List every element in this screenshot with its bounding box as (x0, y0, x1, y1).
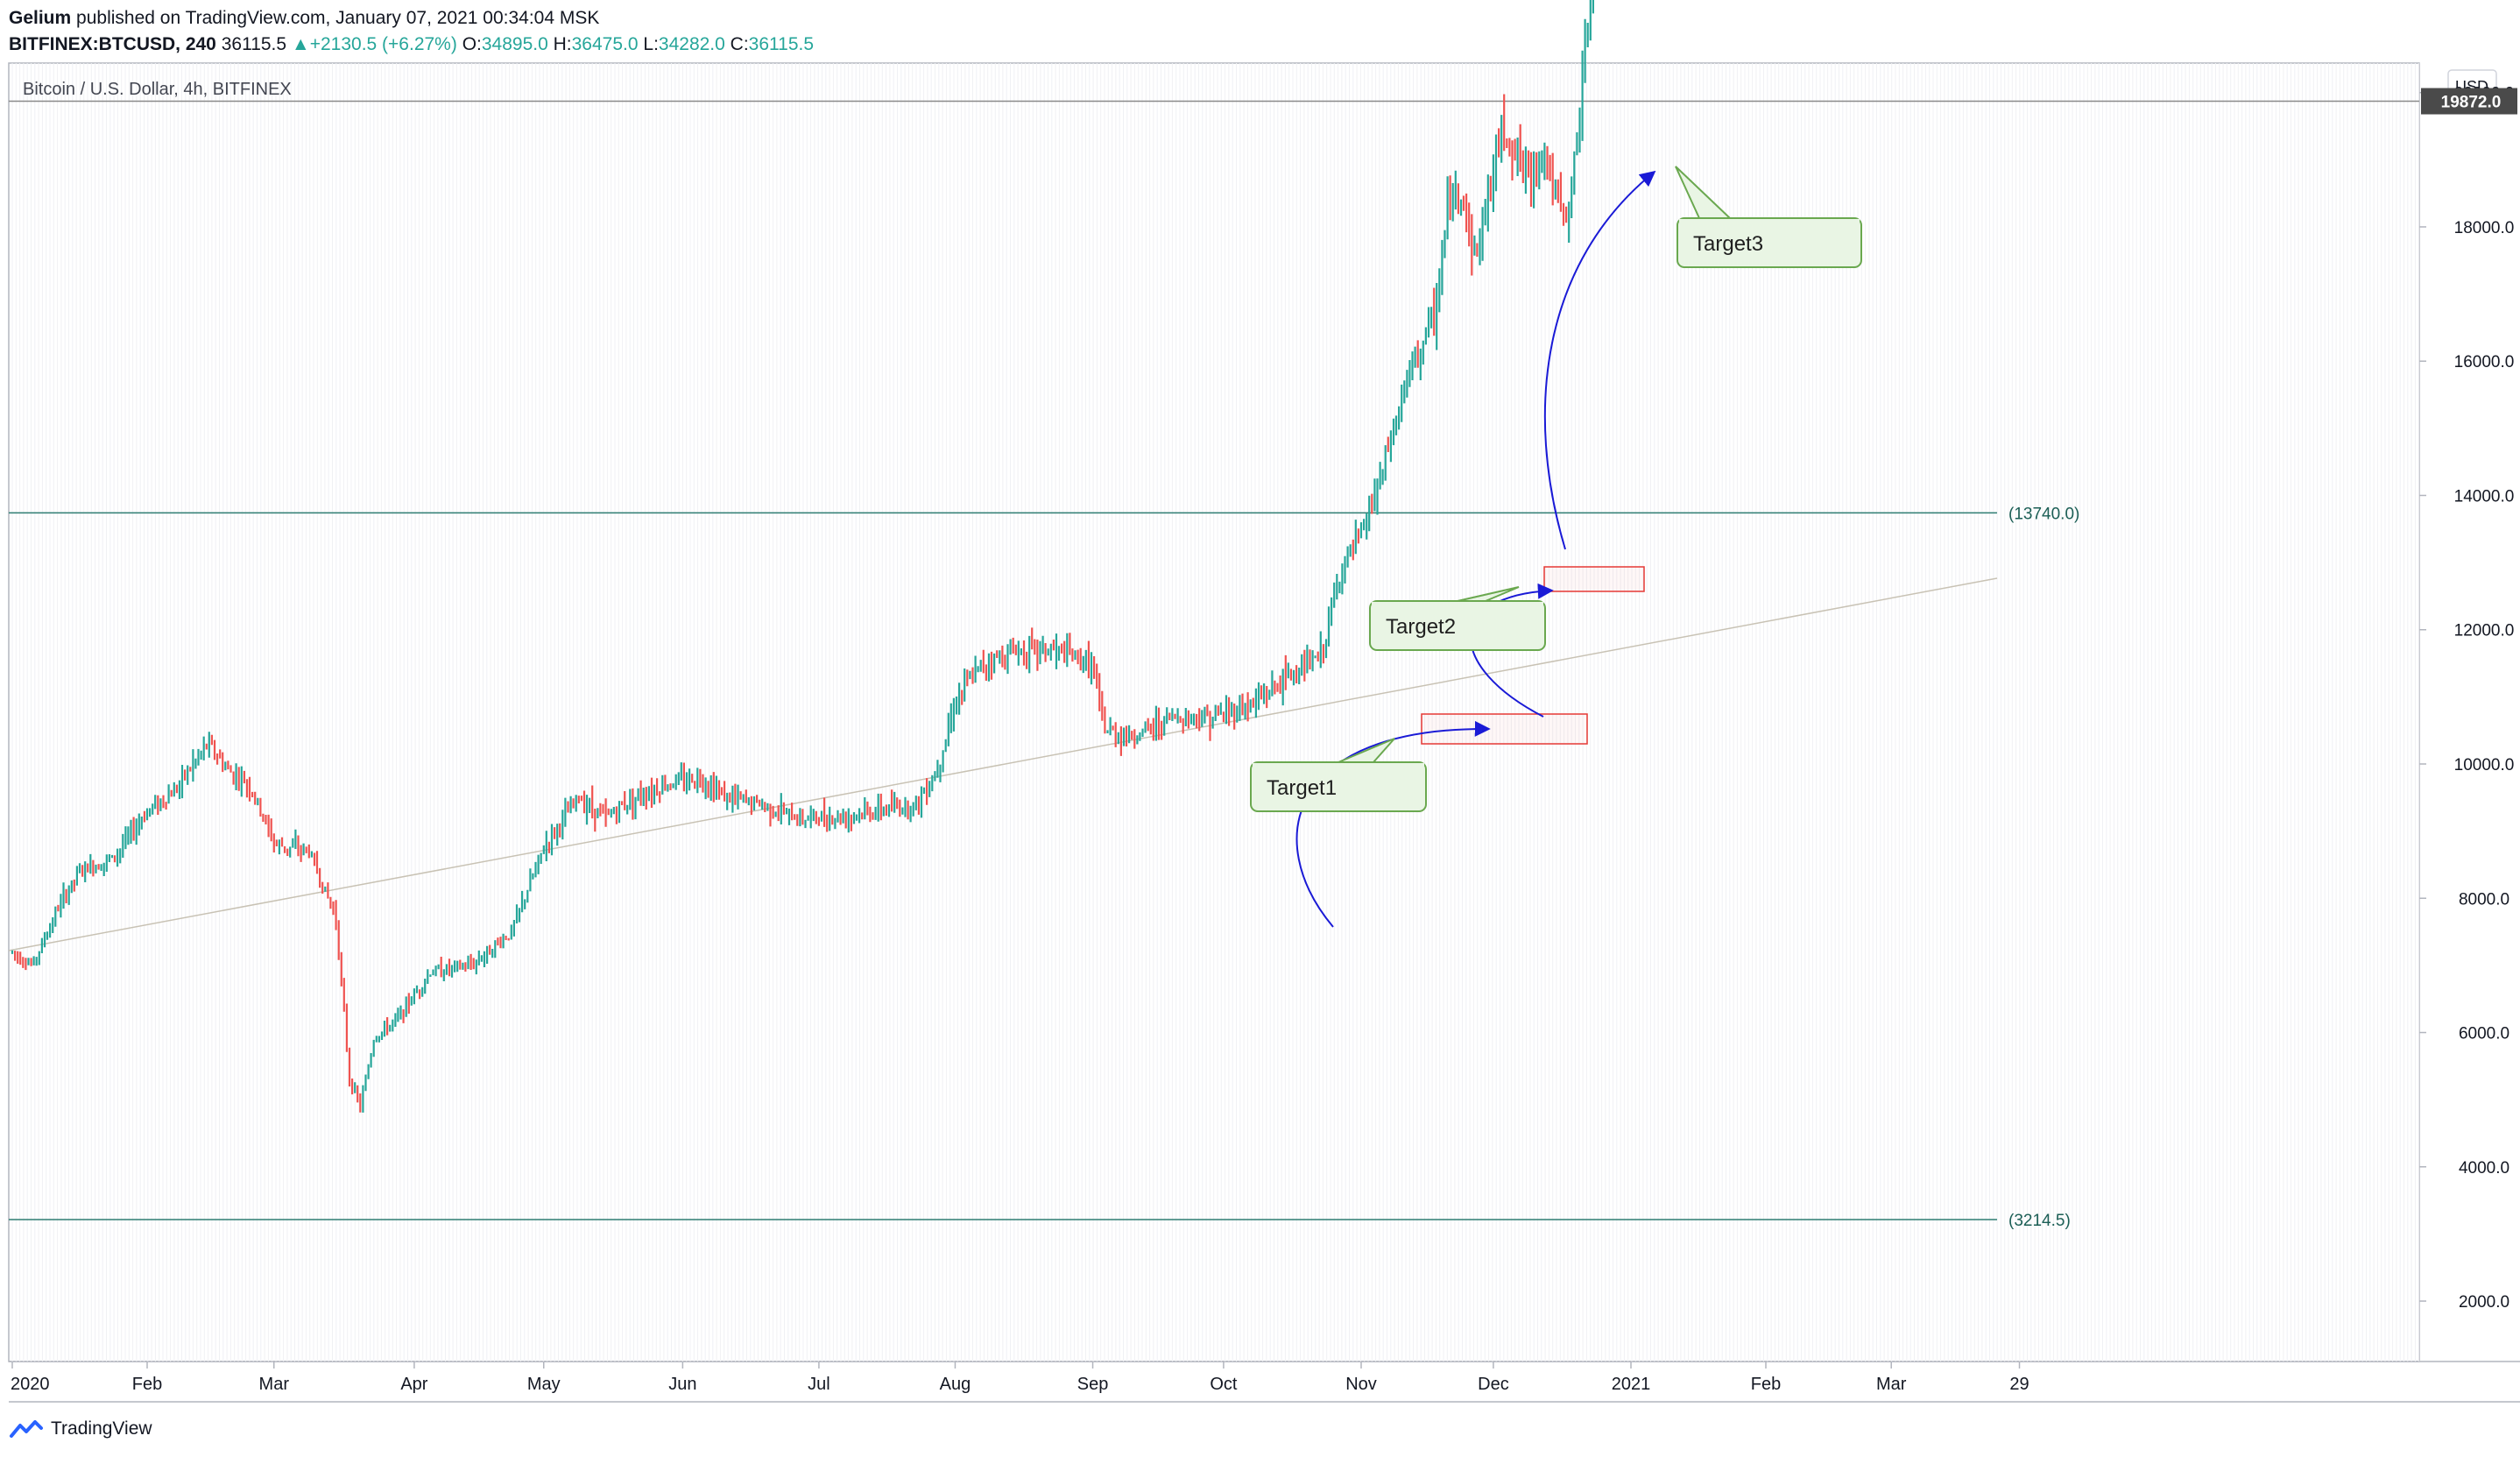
chart-title: Bitcoin / U.S. Dollar, 4h, BITFINEX (23, 80, 292, 99)
x-tick-label: Apr (400, 1375, 427, 1394)
low-value: 34282.0 (658, 34, 725, 54)
ohlc-line: BITFINEX:BTCUSD, 240 36115.5 ▲+2130.5 (+… (9, 32, 814, 58)
publish-line: Gelium published on TradingView.com, Jan… (9, 5, 814, 32)
projection-arrow[interactable] (1295, 720, 1491, 928)
candles-up (11, 0, 1594, 1113)
vertical-grid (11, 63, 2420, 1362)
x-tick-label: 2020 (11, 1375, 50, 1394)
target-callout-label: Target3 (1693, 232, 1763, 256)
level-label: (3214.5) (2008, 1212, 2071, 1230)
open-value: 34895.0 (481, 34, 548, 54)
y-tick-label: 16000.0 (2454, 353, 2515, 371)
breakout-boxes[interactable] (1421, 566, 1645, 745)
x-tick-label: Jun (668, 1375, 696, 1394)
open-label: O: (462, 34, 482, 54)
price-axis[interactable]: USD2000.04000.06000.08000.010000.012000.… (2419, 0, 2514, 1312)
y-tick-label: 10000.0 (2454, 756, 2515, 774)
publish-info: published on TradingView.com, January 07… (76, 8, 600, 28)
y-tick-label: 12000.0 (2454, 622, 2515, 640)
high-label: H: (553, 34, 572, 54)
last-price: 36115.5 (221, 34, 287, 54)
x-tick-label: Feb (132, 1375, 162, 1394)
y-tick-label: 14000.0 (2454, 487, 2515, 506)
x-tick-label: May (527, 1375, 561, 1394)
time-axis[interactable]: 2020 Feb Mar Apr May Jun Jul Aug Sep Oct Nov Dec 202… (11, 1362, 2029, 1394)
candles-down (14, 94, 1568, 1113)
grid-lines (11, 63, 2420, 1362)
x-tick-label: Dec (1478, 1375, 1509, 1394)
y-tick-label: 18000.0 (2454, 219, 2515, 237)
x-tick-label: Oct (1210, 1375, 1238, 1394)
price-change: +2130.5 (+6.27%) (309, 34, 457, 54)
y-tick-label: 6000.0 (2459, 1025, 2509, 1043)
tradingview-brand[interactable]: TradingView (51, 1418, 152, 1439)
horizontal-levels[interactable]: (24265.5)(13740.0)(3214.5) (9, 0, 2419, 1230)
trend-line[interactable] (8, 577, 1998, 951)
target-callout[interactable]: Target2 (1369, 586, 1546, 651)
author-name[interactable]: Gelium (9, 8, 72, 28)
candlestick-series (11, 0, 1594, 1113)
x-tick-label: 29 (2009, 1375, 2029, 1394)
target-callout-label: Target2 (1386, 615, 1456, 639)
target-callouts[interactable]: Target1 Target2 Target3 (1250, 166, 1862, 812)
chart-header: Gelium published on TradingView.com, Jan… (9, 5, 814, 58)
projection-arrow[interactable] (1543, 170, 1656, 550)
y-tick-label: 4000.0 (2459, 1159, 2509, 1178)
close-label: C: (730, 34, 749, 54)
target-callout[interactable]: Target1 (1250, 738, 1427, 812)
x-tick-label: Feb (1751, 1375, 1781, 1394)
y-tick-label: 8000.0 (2459, 890, 2509, 909)
low-label: L: (643, 34, 659, 54)
change-arrow-icon: ▲ (291, 34, 310, 54)
x-tick-label: Mar (1876, 1375, 1907, 1394)
x-tick-label: 2021 (1612, 1375, 1651, 1394)
high-value: 36475.0 (571, 34, 639, 54)
breakout-box-1[interactable] (1421, 713, 1588, 745)
target-callout-label: Target1 (1267, 776, 1337, 800)
price-badges: 36630.019872.036115.535000.033985.030000… (2421, 88, 2517, 115)
x-tick-label: Jul (808, 1375, 830, 1394)
ascending-trend-line[interactable] (8, 577, 1998, 951)
target-callout[interactable]: Target3 (1675, 166, 1862, 268)
x-tick-label: Sep (1077, 1375, 1109, 1394)
y-tick-label: 2000.0 (2459, 1293, 2509, 1312)
symbol-label: BITFINEX:BTCUSD, 240 (9, 34, 216, 54)
x-tick-label: Aug (940, 1375, 971, 1394)
price-badge-label: 19872.0 (2441, 94, 2502, 112)
price-badge (2421, 88, 2517, 115)
tradingview-logo-icon[interactable] (9, 1418, 44, 1440)
level-label: (13740.0) (2008, 505, 2079, 523)
x-tick-label: Nov (1345, 1375, 1377, 1394)
breakout-box-2[interactable] (1543, 566, 1645, 592)
x-tick-label: Mar (259, 1375, 290, 1394)
close-value: 36115.5 (748, 34, 815, 54)
footer: TradingView (9, 1414, 152, 1444)
